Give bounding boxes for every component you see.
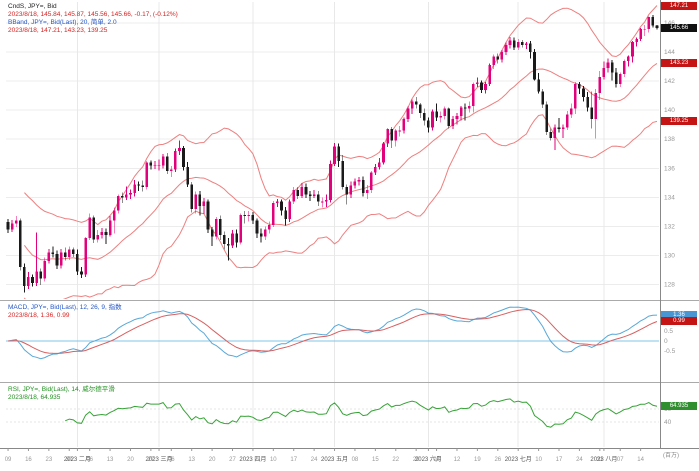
badge-last-price: 145.66 <box>661 24 697 32</box>
svg-text:27: 27 <box>148 457 155 463</box>
svg-text:2023 五月: 2023 五月 <box>321 456 348 463</box>
svg-text:144: 144 <box>664 49 675 56</box>
svg-text:13: 13 <box>107 457 114 463</box>
svg-text:17: 17 <box>556 457 563 463</box>
svg-text:10: 10 <box>535 457 542 463</box>
svg-text:27: 27 <box>229 457 236 463</box>
candles <box>6 14 659 293</box>
svg-text:12: 12 <box>454 457 461 463</box>
svg-text:06: 06 <box>168 457 175 463</box>
svg-text:05: 05 <box>433 457 440 463</box>
svg-text:20: 20 <box>209 457 216 463</box>
badge-rsi: 64.935 <box>661 402 697 410</box>
svg-text:09: 09 <box>5 457 12 463</box>
svg-text:0.5: 0.5 <box>664 328 673 335</box>
svg-text:20: 20 <box>127 457 134 463</box>
svg-text:140: 140 <box>664 107 675 114</box>
svg-text:2023 六月: 2023 六月 <box>415 455 442 463</box>
svg-text:136: 136 <box>664 165 675 172</box>
svg-text:16: 16 <box>25 457 32 463</box>
svg-text:2023 二月: 2023 二月 <box>64 456 91 463</box>
svg-text:26: 26 <box>494 457 501 463</box>
svg-text:132: 132 <box>664 223 675 230</box>
svg-text:0: 0 <box>664 338 668 345</box>
svg-text:15: 15 <box>372 457 379 463</box>
rsi-line <box>65 398 658 428</box>
svg-text:2023 四月: 2023 四月 <box>239 456 266 463</box>
svg-text:29: 29 <box>413 457 420 463</box>
macd-lines <box>7 306 658 360</box>
svg-text:24: 24 <box>576 457 583 463</box>
svg-text:07: 07 <box>617 457 624 463</box>
svg-text:14: 14 <box>637 457 644 463</box>
badge-macd: 1.36 <box>661 311 697 319</box>
svg-text:2023 八月: 2023 八月 <box>590 456 617 463</box>
axis-unit-note: (百万) <box>663 453 679 459</box>
svg-text:2023 三月: 2023 三月 <box>146 456 173 463</box>
svg-text:24: 24 <box>311 457 318 463</box>
svg-text:138: 138 <box>664 136 675 143</box>
gridlines <box>6 2 659 447</box>
svg-text:06: 06 <box>86 457 93 463</box>
bollinger-bands <box>23 5 658 299</box>
svg-text:142: 142 <box>664 78 675 85</box>
badge-middle-band: 143.23 <box>661 59 697 67</box>
svg-text:13: 13 <box>188 457 195 463</box>
svg-text:-0.5: -0.5 <box>664 348 676 355</box>
svg-text:17: 17 <box>290 457 297 463</box>
svg-text:146: 146 <box>664 20 675 27</box>
svg-text:128: 128 <box>664 281 675 288</box>
svg-text:22: 22 <box>392 457 399 463</box>
svg-text:30: 30 <box>66 457 73 463</box>
svg-text:31: 31 <box>596 457 603 463</box>
svg-text:19: 19 <box>474 457 481 463</box>
badge-lower-band: 139.25 <box>661 117 697 125</box>
svg-text:10: 10 <box>270 457 277 463</box>
badge-signal: 0.99 <box>661 317 697 325</box>
svg-text:2023 七月: 2023 七月 <box>505 455 532 463</box>
svg-text:23: 23 <box>46 457 53 463</box>
badge-upper-band: 147.21 <box>661 2 697 10</box>
svg-text:08: 08 <box>352 457 359 463</box>
svg-text:130: 130 <box>664 252 675 259</box>
svg-text:134: 134 <box>664 194 675 201</box>
panel-separators <box>0 0 699 449</box>
svg-text:40: 40 <box>664 419 672 426</box>
axis-tick-labels: 1461441421401381361341321301280.50-0.560… <box>664 20 676 426</box>
